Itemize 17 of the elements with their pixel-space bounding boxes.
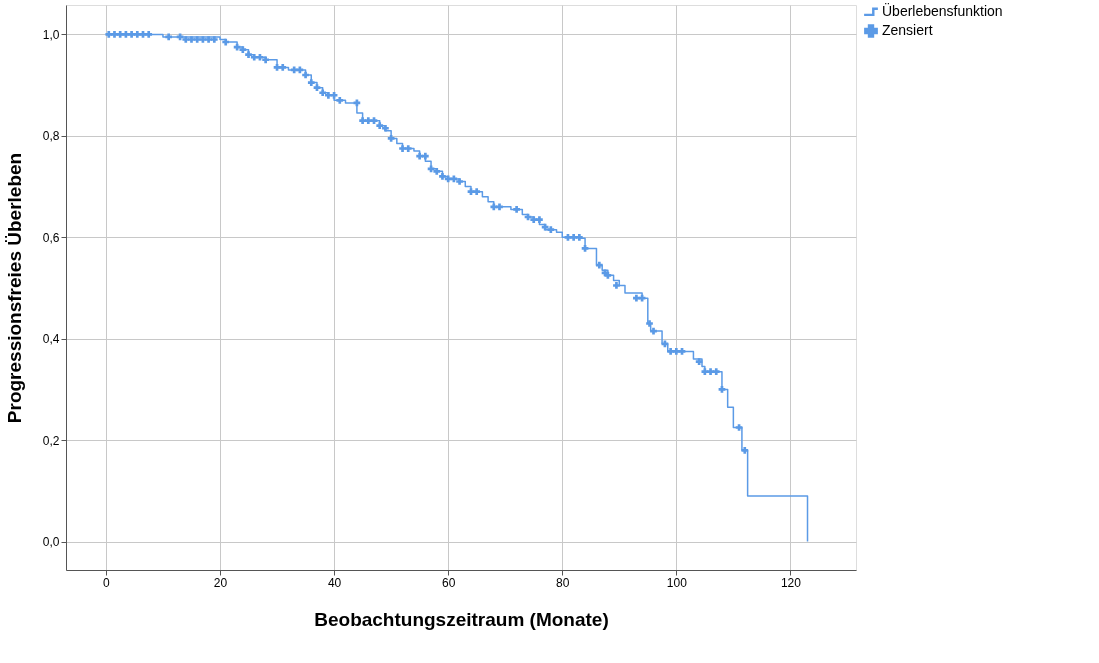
x-tick-label: 0 (103, 575, 111, 590)
x-tick-label: 100 (666, 575, 688, 590)
x-axis-title: Beobachtungszeitraum (Monate) (314, 608, 609, 630)
y-tick-label: 0,8 (42, 129, 60, 144)
legend-label: Zensiert (882, 22, 933, 38)
y-tick-label: 1,0 (42, 27, 60, 42)
x-tick-label: 40 (327, 575, 342, 590)
y-tick-label: 0,2 (42, 433, 60, 448)
x-tick-label: 80 (556, 575, 570, 590)
x-tick-label: 60 (441, 575, 456, 590)
y-axis-title: Progressionsfreies Überleben (3, 152, 25, 424)
y-tick-label: 0,0 (42, 535, 60, 550)
x-tick-label: 20 (213, 575, 228, 590)
x-tick-label: 120 (780, 575, 802, 590)
legend-label: Überlebensfunktion (882, 2, 1003, 19)
y-tick-label: 0,6 (42, 230, 60, 245)
y-tick-label: 0,4 (42, 332, 60, 347)
